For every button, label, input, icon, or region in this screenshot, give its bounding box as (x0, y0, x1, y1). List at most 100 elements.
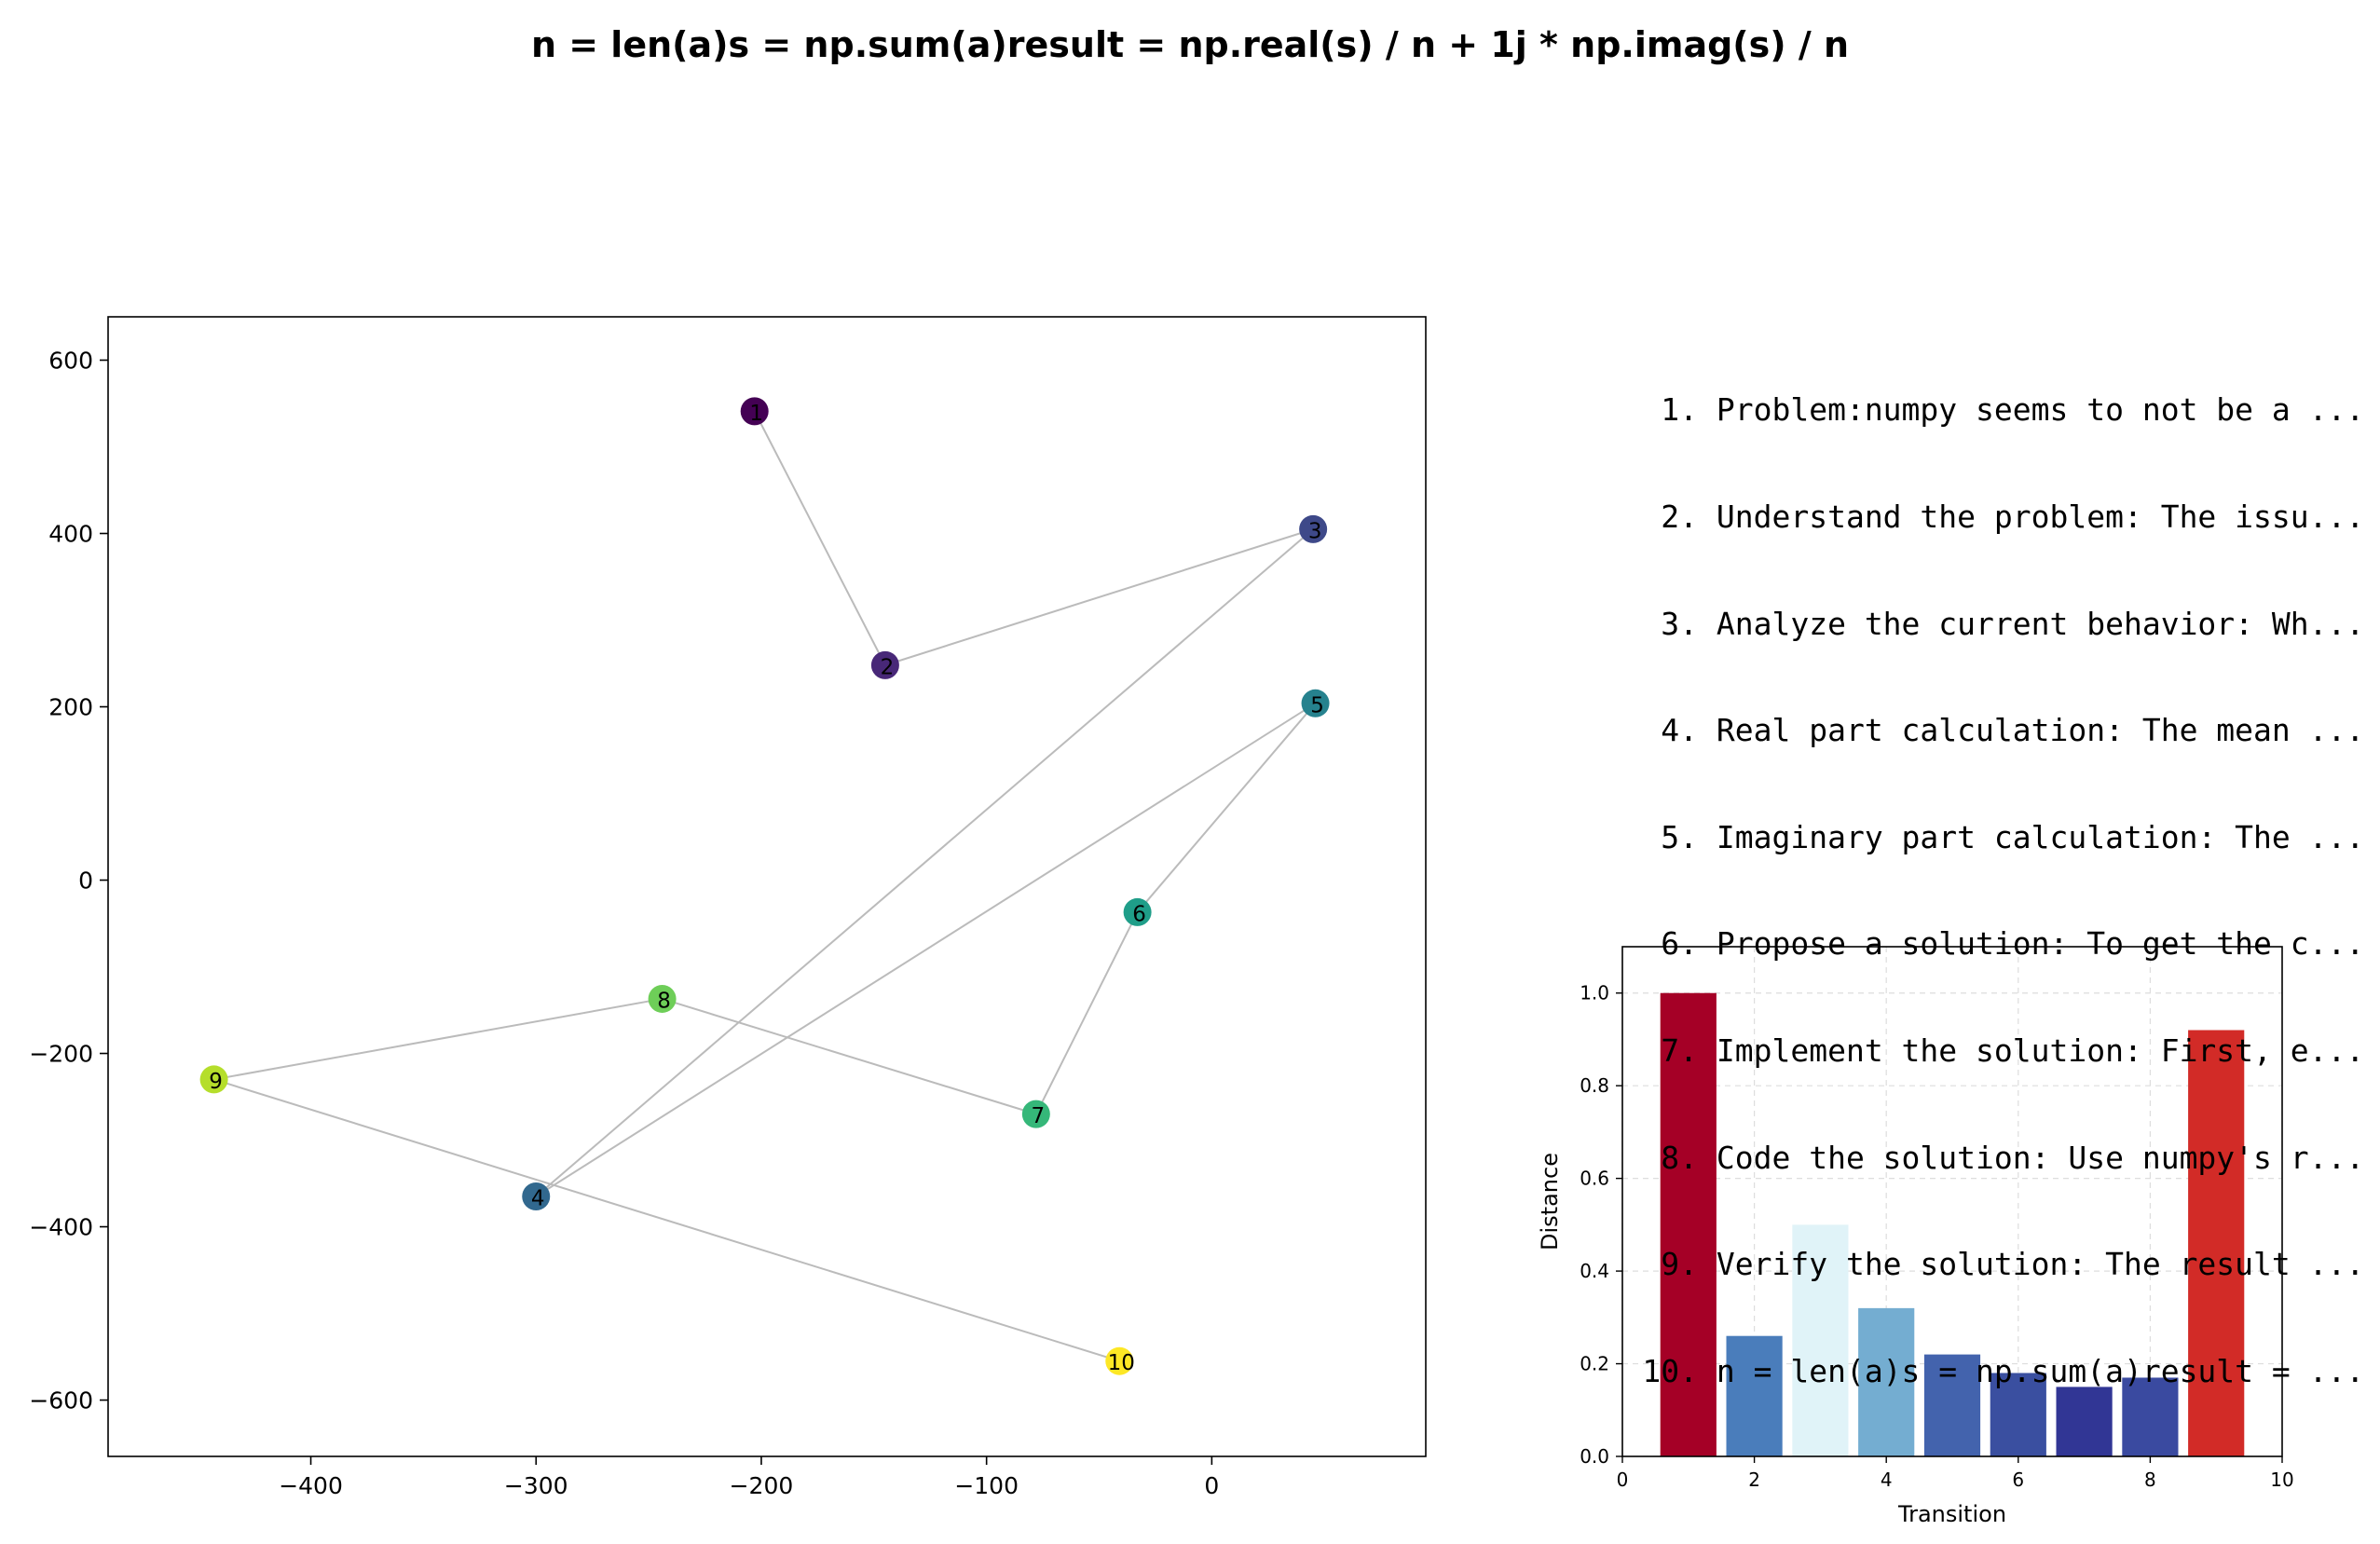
bar-y-ticks: 0.0 0.2 0.4 0.6 0.8 1.0 (1580, 982, 1622, 1468)
y-tick-label: 0.6 (1580, 1168, 1609, 1190)
step-number: 5. (1661, 818, 1698, 855)
step-item: 3. Analyze the current behavior: Wh... (1621, 605, 2365, 642)
connection-line (213, 997, 663, 1081)
point-label: 9 (209, 1070, 223, 1094)
scatter-point (648, 984, 677, 1013)
y-tick-label: −200 (29, 1041, 93, 1068)
scatter-connections (213, 410, 1317, 1362)
step-text: Real part calculation: The mean ... (1716, 712, 2365, 749)
step-number: 7. (1661, 1032, 1698, 1070)
point-label: 8 (657, 989, 671, 1013)
bar (1858, 1307, 1915, 1456)
x-tick-label: 8 (2144, 1469, 2156, 1491)
step-text: Code the solution: Use numpy's r... (1716, 1139, 2365, 1176)
step-text: Verify the solution: The result ... (1716, 1246, 2365, 1283)
scatter-x-ticks: −400 −300 −200 −100 0 (279, 1456, 1219, 1499)
scatter-point (1299, 514, 1328, 543)
bar-y-axis-label: Distance (1537, 1153, 1563, 1250)
scatter-point (522, 1182, 551, 1210)
point-label: 3 (1308, 519, 1322, 543)
bar (2056, 1387, 2113, 1456)
y-tick-label: −400 (29, 1214, 93, 1241)
connection-line (535, 528, 1314, 1197)
step-text: Analyze the current behavior: Wh... (1716, 605, 2365, 642)
step-item: 1. Problem:numpy seems to not be a ... (1621, 392, 2364, 428)
step-number: 3. (1661, 605, 1698, 642)
bar (1726, 1335, 1783, 1456)
scatter-point (1123, 897, 1152, 926)
connection-line (1136, 703, 1317, 913)
scatter-point-labels: 1 2 3 4 5 6 7 8 9 10 (209, 402, 1324, 1375)
y-tick-label: 0.2 (1580, 1353, 1609, 1375)
x-tick-label: 4 (1881, 1469, 1893, 1491)
step-item: 9. Verify the solution: The result ... (1621, 1247, 2364, 1282)
scatter-point (870, 650, 899, 679)
step-item: 2. Understand the problem: The issu... (1621, 499, 2364, 535)
figure-title: n = len(a)s = np.sum(a)result = np.real(… (530, 24, 1850, 65)
step-number: 4. (1661, 712, 1698, 749)
bar-x-axis-label: Transition (1897, 1501, 2006, 1527)
scatter-axes-frame (107, 316, 1427, 1457)
point-label: 7 (1032, 1104, 1046, 1128)
y-tick-label: 400 (48, 521, 93, 548)
point-label: 4 (531, 1186, 545, 1210)
step-number: 9. (1661, 1246, 1698, 1283)
connection-line (753, 410, 886, 666)
connection-line (662, 997, 1037, 1115)
x-tick-label: 2 (1748, 1469, 1760, 1491)
point-label: 5 (1310, 693, 1324, 717)
connection-line (884, 527, 1314, 666)
step-item: 7. Implement the solution: First, e... (1621, 1032, 2364, 1070)
y-tick-label: 0 (78, 868, 93, 895)
y-tick-label: 0.8 (1580, 1074, 1609, 1097)
x-tick-label: 0 (1617, 1469, 1629, 1491)
step-text: Problem:numpy seems to not be a ... (1716, 391, 2365, 429)
bar (1990, 1373, 2046, 1456)
x-tick-label: 0 (1204, 1472, 1219, 1499)
point-label: 6 (1132, 902, 1146, 926)
x-tick-label: −200 (730, 1472, 794, 1499)
bar (2122, 1377, 2179, 1456)
bar (1923, 1354, 1981, 1456)
step-text: Propose a solution: To get the c... (1716, 925, 2365, 963)
point-label: 10 (1108, 1351, 1135, 1375)
scatter-plot: 1 2 3 4 5 6 7 8 9 10 −400 −300 −200 −100 0 −600 −400 −2… (29, 316, 1427, 1499)
point-label: 1 (749, 402, 763, 426)
scatter-points (199, 397, 1330, 1375)
step-text: n = len(a)s = np.sum(a)result = ... (1716, 1352, 2365, 1389)
step-item: 10. n = len(a)s = np.sum(a)result = ... (1621, 1352, 2365, 1389)
scatter-point (1301, 689, 1330, 717)
step-item: 6. Propose a solution: To get the c... (1621, 926, 2364, 962)
step-text: Imaginary part calculation: The ... (1716, 818, 2365, 855)
step-number: 10. (1642, 1352, 1698, 1389)
x-tick-label: −300 (504, 1472, 568, 1499)
y-tick-label: 0.0 (1580, 1445, 1609, 1468)
y-tick-label: 1.0 (1580, 982, 1609, 1004)
bar-x-ticks: 0 2 4 6 8 10 (1617, 1456, 2294, 1491)
step-item: 5. Imaginary part calculation: The ... (1621, 818, 2365, 855)
step-number: 8. (1661, 1139, 1698, 1176)
bar-axes-frame (1621, 946, 2283, 1457)
step-item: 8. Code the solution: Use numpy's r... (1621, 1139, 2365, 1176)
connection-line (535, 702, 1317, 1197)
point-label: 2 (881, 655, 895, 679)
steps-list: 1. Problem:numpy seems to not be a ... 2… (1621, 321, 2364, 1425)
bar (1660, 992, 1717, 1456)
scatter-point (1105, 1346, 1134, 1375)
x-tick-label: 10 (2270, 1469, 2293, 1491)
bar (2188, 1030, 2245, 1456)
x-tick-label: 6 (2012, 1469, 2024, 1491)
bar-chart: 0 2 4 6 8 10 0.0 0.2 0.4 0.6 0.8 1.0 Transition Di… (1537, 946, 2294, 1527)
step-item: 4. Real part calculation: The mean ... (1621, 713, 2364, 748)
step-text: Understand the problem: The issu... (1716, 499, 2365, 536)
connection-line (213, 1078, 1120, 1362)
step-number: 2. (1661, 499, 1698, 536)
bar-series (1660, 992, 2245, 1456)
step-number: 1. (1661, 391, 1698, 429)
scatter-point (1021, 1100, 1050, 1128)
y-tick-label: 600 (48, 348, 93, 375)
scatter-y-ticks: −600 −400 −200 0 200 400 600 (29, 348, 108, 1414)
y-tick-label: −600 (29, 1387, 93, 1414)
scatter-point (740, 397, 769, 426)
